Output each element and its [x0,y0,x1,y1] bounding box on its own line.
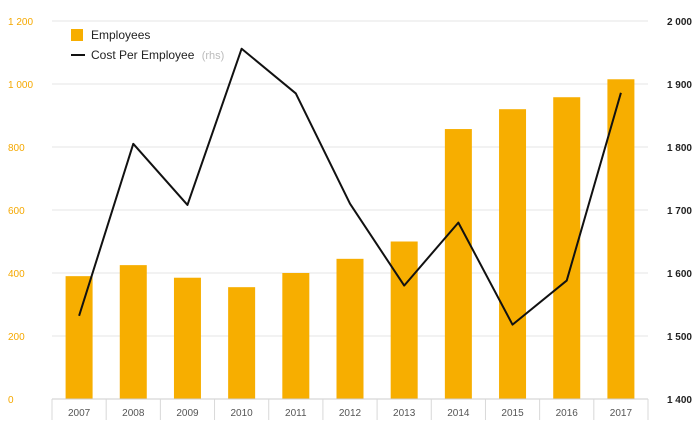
right-y-tick-label: 1 500 [667,332,692,343]
right-y-tick-label: 1 900 [667,80,692,91]
bar [499,109,527,399]
x-tick-label: 2015 [501,408,524,419]
bar [119,265,147,399]
legend-label-cost-text: Cost Per Employee [91,48,195,62]
x-tick-label: 2014 [447,408,470,419]
right-y-tick-label: 1 400 [667,395,692,406]
right-y-tick-label: 1 600 [667,269,692,280]
x-axis: 2007 2008 2009 2010 2011 2012 2013 2014 2015 2016… [51,398,649,420]
left-y-axis: 0 200 400 600 800 1 000 1 200 [8,17,33,406]
x-tick-label: 2008 [122,408,145,419]
bar [336,258,364,399]
left-y-tick-label: 400 [8,269,25,280]
x-tick-label: 2016 [556,408,579,419]
bar-series-employees [65,79,635,400]
bar [607,79,635,400]
left-y-tick-label: 1 200 [8,17,33,28]
right-y-tick-label: 2 000 [667,17,692,28]
right-y-tick-label: 1 700 [667,206,692,217]
legend: Employees Cost Per Employee (rhs) [71,28,224,62]
bar [228,287,256,399]
bar [444,129,472,400]
left-y-tick-label: 800 [8,143,25,154]
line-series-cost-per-employee [78,47,622,326]
x-tick-label: 2013 [393,408,416,419]
left-y-tick-label: 1 000 [8,80,33,91]
legend-label-cost-per-employee: Cost Per Employee (rhs) [91,48,224,62]
bar [173,277,201,399]
right-y-axis: 1 400 1 500 1 600 1 700 1 800 1 900 2 000 [667,17,692,406]
legend-swatch-employees [71,29,83,41]
legend-label-rhs-note: (rhs) [202,50,225,62]
x-tick-label: 2007 [68,408,91,419]
legend-label-employees: Employees [91,28,150,42]
x-tick-label: 2009 [176,408,199,419]
left-y-tick-label: 600 [8,206,25,217]
x-tick-label: 2017 [610,408,633,419]
bar [65,276,93,399]
x-tick-label: 2011 [285,408,307,419]
x-tick-label: 2012 [339,408,362,419]
bar [282,273,310,399]
bar [390,241,418,399]
gridlines [52,20,648,337]
left-y-tick-label: 200 [8,332,25,343]
right-y-tick-label: 1 800 [667,143,692,154]
left-y-tick-label: 0 [8,395,14,406]
x-tick-label: 2010 [231,408,254,419]
